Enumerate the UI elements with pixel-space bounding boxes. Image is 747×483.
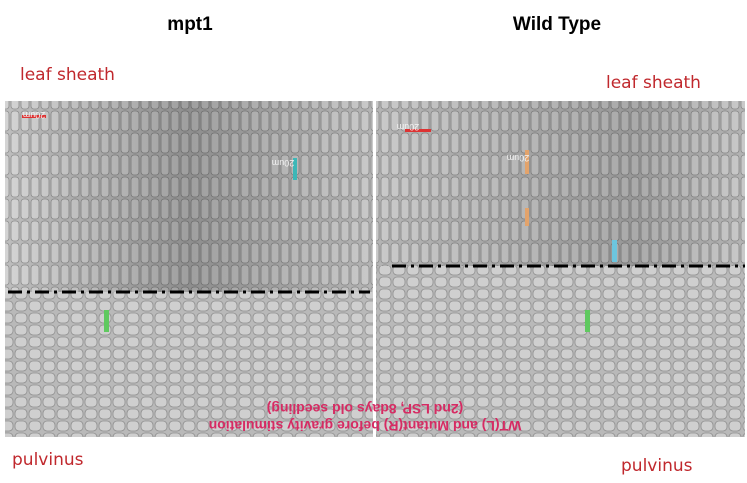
panel-title: mpt1 <box>167 14 213 35</box>
region-label: pulvinus <box>621 456 693 476</box>
region-label: leaf sheath <box>606 73 701 93</box>
scale-label: 20um <box>507 153 530 163</box>
region-label: pulvinus <box>12 450 84 470</box>
scale-label: 20um <box>397 122 420 132</box>
scale-label: 20um <box>272 158 295 168</box>
caption-line: WT(L) and Mutant(R) before gravity stimu… <box>209 418 522 434</box>
region-label: leaf sheath <box>20 65 115 85</box>
panel-title: Wild Type <box>513 14 601 35</box>
micrograph-left <box>5 101 373 437</box>
caption-line: (2nd LSP, 8days old seedling) <box>267 401 464 417</box>
micrograph-right <box>376 101 745 437</box>
scale-label: 20um <box>23 110 46 120</box>
